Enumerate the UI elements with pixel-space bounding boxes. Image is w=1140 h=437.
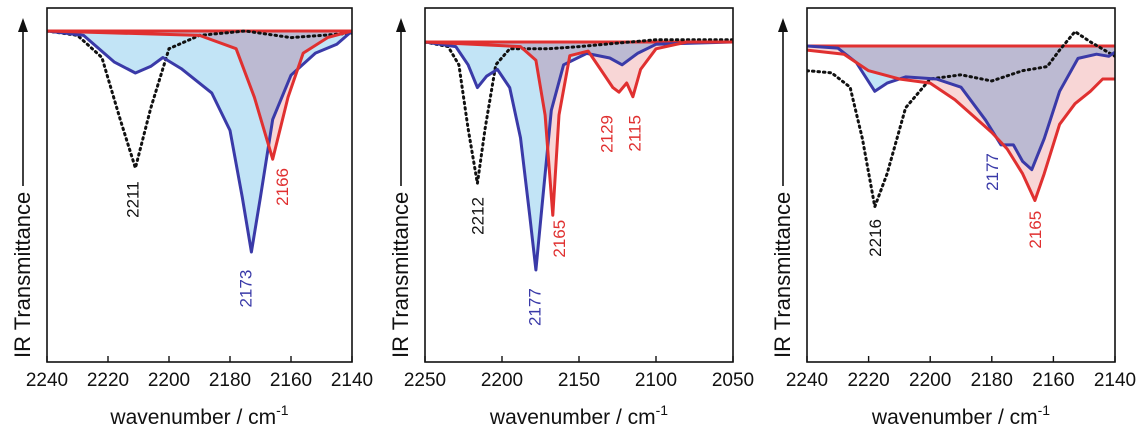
peak-label-2212: 2212 bbox=[468, 197, 487, 235]
series-blue-line bbox=[807, 44, 1115, 172]
x-tick-label: 2100 bbox=[635, 370, 677, 391]
x-tick-label: 2180 bbox=[971, 370, 1013, 391]
y-axis-arrow-head bbox=[18, 18, 28, 32]
x-axis-title: wavenumber / cm-1 bbox=[109, 402, 288, 429]
peak-label-2177: 2177 bbox=[983, 153, 1002, 191]
x-tick-label: 2200 bbox=[909, 370, 951, 391]
x-tick-label: 2220 bbox=[87, 370, 129, 391]
plot-area bbox=[425, 38, 733, 272]
plot-area bbox=[47, 29, 352, 254]
series-blue-line bbox=[425, 40, 733, 272]
peak-label-2211: 2211 bbox=[123, 181, 142, 218]
x-axis-title: wavenumber / cm-1 bbox=[871, 402, 1050, 429]
x-tick-label: 2200 bbox=[481, 370, 523, 391]
panel-2: 2212 2177 2165 2129 2115 2250 2200 2150 2100 2050… bbox=[388, 7, 754, 429]
peak-label-2165: 2165 bbox=[1026, 211, 1045, 249]
y-axis-title: IR Transmittance bbox=[388, 192, 413, 358]
x-tick-label: 2050 bbox=[712, 370, 754, 391]
peak-label-2165: 2165 bbox=[550, 220, 569, 258]
y-axis-title: IR Transmittance bbox=[770, 192, 795, 358]
peak-label-2166: 2166 bbox=[273, 168, 292, 206]
x-tick-label: 2240 bbox=[26, 370, 68, 391]
y-axis-arrow-head bbox=[396, 18, 406, 32]
series-dotted-line bbox=[47, 29, 352, 174]
y-axis-title: IR Transmittance bbox=[10, 192, 35, 358]
series-dotted-line bbox=[807, 29, 1115, 213]
plot-frame bbox=[46, 7, 353, 363]
x-axis-title: wavenumber / cm-1 bbox=[489, 402, 668, 429]
x-tick-label: 2180 bbox=[209, 370, 251, 391]
y-axis-arrow-head bbox=[778, 18, 788, 32]
x-tick-label: 2140 bbox=[1094, 370, 1136, 391]
peak-label-2173: 2173 bbox=[236, 270, 255, 308]
peak-label-2216: 2216 bbox=[866, 219, 885, 257]
x-tick-label: 2160 bbox=[1032, 370, 1074, 391]
x-tick-label: 2220 bbox=[847, 370, 889, 391]
peak-label-2129: 2129 bbox=[598, 115, 617, 153]
x-tick-label: 2250 bbox=[404, 370, 446, 391]
overlap-area bbox=[807, 46, 1115, 170]
peak-label-2177: 2177 bbox=[525, 288, 544, 326]
plot-frame bbox=[806, 7, 1116, 363]
series-red-line bbox=[807, 48, 1115, 202]
peak-label-2115: 2115 bbox=[625, 115, 644, 152]
x-tick-label: 2200 bbox=[148, 370, 190, 391]
plot-area bbox=[807, 29, 1115, 213]
x-tick-label: 2150 bbox=[558, 370, 600, 391]
x-tick-label: 2160 bbox=[270, 370, 312, 391]
series-red-line bbox=[425, 40, 733, 217]
x-tick-label: 2240 bbox=[786, 370, 828, 391]
panel-3: 2216 2177 2165 2240 2220 2200 2180 2160 2140 wave… bbox=[770, 7, 1136, 429]
panel-1: 2211 2166 2173 2240 2220 2200 2180 2160 2140 wave… bbox=[10, 7, 373, 429]
x-tick-label: 2140 bbox=[331, 370, 373, 391]
series-red-line bbox=[47, 29, 352, 161]
series-dotted-line bbox=[425, 38, 733, 184]
blue-area bbox=[47, 31, 352, 252]
